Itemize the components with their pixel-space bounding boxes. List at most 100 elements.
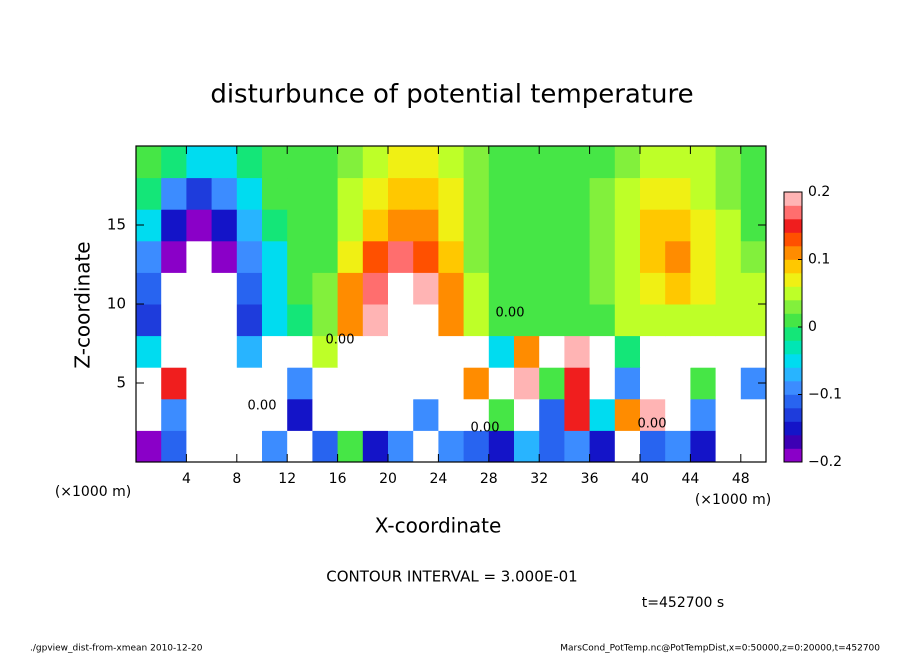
cell [740,146,767,179]
cell [740,335,767,368]
cell [388,146,414,179]
cell [413,398,439,431]
cell [438,209,465,242]
time-label: t=452700 s [642,595,724,611]
cell [236,304,263,337]
colorbar-swatch [784,286,802,301]
cell [514,335,540,368]
colorbar-swatch [784,327,802,341]
cell [362,146,389,179]
cell [388,209,414,242]
cell [690,209,717,242]
cell [413,177,439,210]
cell [413,272,439,305]
cell [413,304,439,337]
cell [186,304,213,337]
colorbar-swatch [784,273,802,287]
cell [514,209,540,242]
cell [362,209,389,242]
cell [488,430,515,463]
cell [211,272,238,305]
cell [337,240,364,273]
colorbar-swatch [784,367,802,382]
cell [312,177,339,210]
cell [665,209,691,242]
x-tick-label: 16 [329,471,347,487]
cell [337,209,364,242]
cell [564,209,591,242]
cell [539,240,565,273]
cell [715,335,742,368]
cell [740,398,767,431]
cell [211,304,238,337]
cell [640,367,666,400]
cell [690,146,717,179]
cell [514,177,540,210]
footer-left: ./gpview_dist-from-xmean 2010-12-20 [30,644,203,654]
cell [640,398,666,431]
colorbar-swatch [784,259,802,274]
colorbar-swatch [784,192,802,206]
cell [136,398,162,431]
cell [665,398,691,431]
cell [690,430,717,463]
cell [715,272,742,305]
cell [715,367,742,400]
cell [690,335,717,368]
colorbar-tick-label: 0.1 [808,252,830,268]
cell [136,177,162,210]
cell [665,367,691,400]
contour-label: 0.00 [248,399,277,414]
cell [740,304,767,337]
cell [488,272,515,305]
cell [312,209,339,242]
cell [665,272,691,305]
cell [161,367,187,400]
cell [236,209,263,242]
cell [614,398,641,431]
cell [362,335,389,368]
cell [161,398,187,431]
cell [211,177,238,210]
cell [488,367,515,400]
cell [136,146,162,179]
colorbar-swatch [784,408,802,422]
cell [488,209,515,242]
cell [514,304,540,337]
cell [236,146,263,179]
cell [715,430,742,463]
contour-interval: CONTOUR INTERVAL = 3.000E-01 [326,568,577,586]
contour-label: 0.00 [638,417,667,432]
cell [136,272,162,305]
cell [690,272,717,305]
y-axis-label: Z-coordinate [71,241,95,368]
cell [640,335,666,368]
cell [262,240,288,273]
x-tick-label: 8 [232,471,241,487]
cell [539,209,565,242]
cell [539,304,565,337]
colorbar-tick-label: 0.2 [808,184,830,200]
cell [539,177,565,210]
colorbar-swatch [784,448,802,463]
y-tick-label: 5 [116,374,126,392]
x-tick-label: 32 [530,471,548,487]
cell [539,335,565,368]
cell [564,240,591,273]
cell [463,367,490,400]
cell [614,177,641,210]
cell [388,398,414,431]
cell [287,209,313,242]
cell [640,304,666,337]
cell [438,304,465,337]
colorbar-swatch [784,313,802,328]
cell [337,430,364,463]
cell [236,335,263,368]
colorbar-swatch [784,435,802,449]
contour-label: 0.00 [326,333,355,348]
cell [413,240,439,273]
cell [740,177,767,210]
cell [564,398,591,431]
colorbar-tick-label: −0.1 [808,387,842,403]
